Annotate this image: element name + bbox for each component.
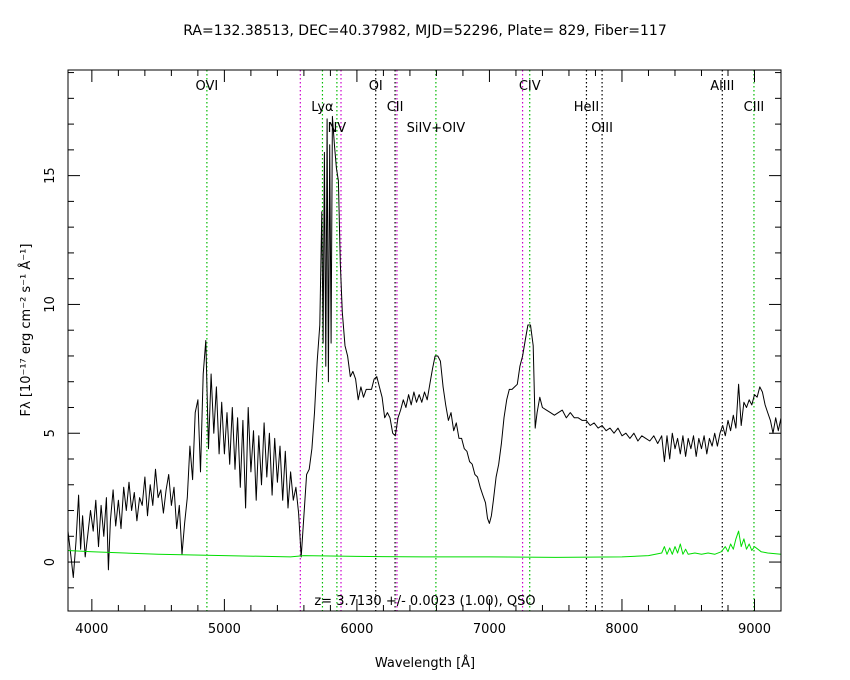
x-axis-label: Wavelength [Å] bbox=[375, 655, 475, 671]
line-label: SiIV+OIV bbox=[407, 121, 466, 136]
series-group bbox=[67, 115, 782, 578]
redshift-annotation: z= 3.7130 +/- 0.0023 (1.00), QSO bbox=[314, 594, 535, 609]
x-tick-label: 4000 bbox=[75, 622, 108, 637]
line-label: OI bbox=[369, 79, 383, 94]
y-axis-label: Fλ [10⁻¹⁷ erg cm⁻² s⁻¹ Å⁻¹] bbox=[18, 244, 34, 417]
line-label: Lyα bbox=[311, 100, 333, 115]
y-tick-label: 15 bbox=[43, 167, 58, 184]
y-tick-label: 0 bbox=[43, 558, 58, 566]
x-tick-label: 9000 bbox=[738, 622, 771, 637]
plot-frame bbox=[67, 69, 782, 612]
line-label: HeII bbox=[574, 100, 599, 115]
x-tick-label: 5000 bbox=[208, 622, 241, 637]
x-tick-label: 7000 bbox=[473, 622, 506, 637]
x-tick-label: 8000 bbox=[605, 622, 638, 637]
flux-series bbox=[67, 115, 782, 578]
line-label: CIV bbox=[519, 79, 541, 94]
chart-title: RA=132.38513, DEC=40.37982, MJD=52296, P… bbox=[183, 23, 667, 39]
line-markers bbox=[206, 70, 755, 611]
y-tick-label: 5 bbox=[43, 429, 58, 437]
line-label: CIII bbox=[744, 100, 765, 115]
line-label: NV bbox=[328, 121, 347, 136]
x-tick-label: 6000 bbox=[340, 622, 373, 637]
axis-ticks: 4000 5000 6000 7000 8000 9000 0 5 10 15 bbox=[43, 70, 782, 637]
line-label: OIII bbox=[591, 121, 613, 136]
line-label: CII bbox=[387, 100, 404, 115]
line-label: AlIII bbox=[710, 79, 734, 94]
error-series bbox=[67, 530, 782, 558]
line-label: OVI bbox=[196, 79, 219, 94]
y-tick-label: 10 bbox=[43, 296, 58, 313]
